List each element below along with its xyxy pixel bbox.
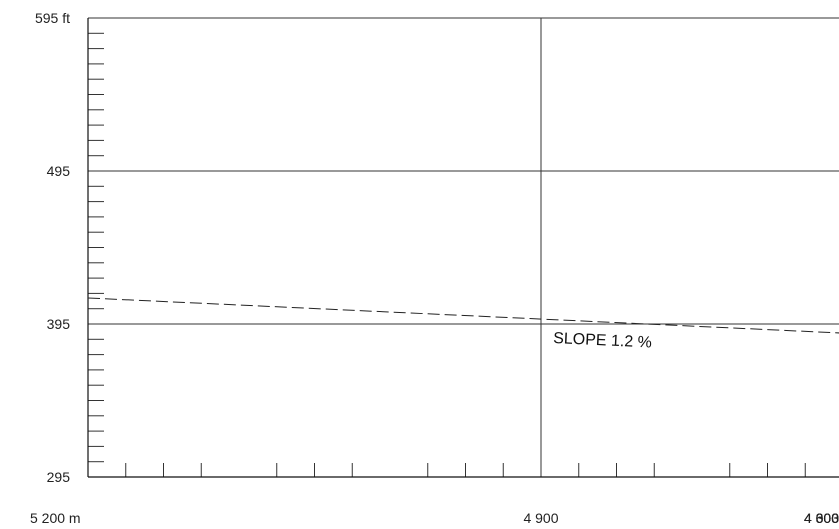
slope-line	[87, 297, 839, 334]
grid	[88, 17, 839, 478]
x-tick-label: 4 000	[804, 510, 839, 526]
y-tick-label: 295	[47, 469, 71, 485]
x-tick-label: 4 300	[804, 510, 839, 526]
x-tick-label: 5 200 m	[30, 510, 81, 526]
slope-line-group: SLOPE 1.2 %	[87, 297, 839, 352]
y-tick-label: 595 ft	[35, 10, 70, 26]
slope-label: SLOPE 1.2 %	[553, 330, 652, 352]
minor-ticks	[88, 32, 806, 477]
y-tick-labels: 595 ft 495 395 295	[35, 10, 70, 485]
x-tick-label: 4 900	[523, 510, 558, 526]
plot-frame	[87, 18, 839, 478]
y-tick-label: 495	[47, 163, 71, 179]
x-tick-label: 4 600	[804, 510, 839, 526]
y-tick-label: 395	[47, 316, 71, 332]
x-tick-label: 3	[831, 510, 839, 526]
